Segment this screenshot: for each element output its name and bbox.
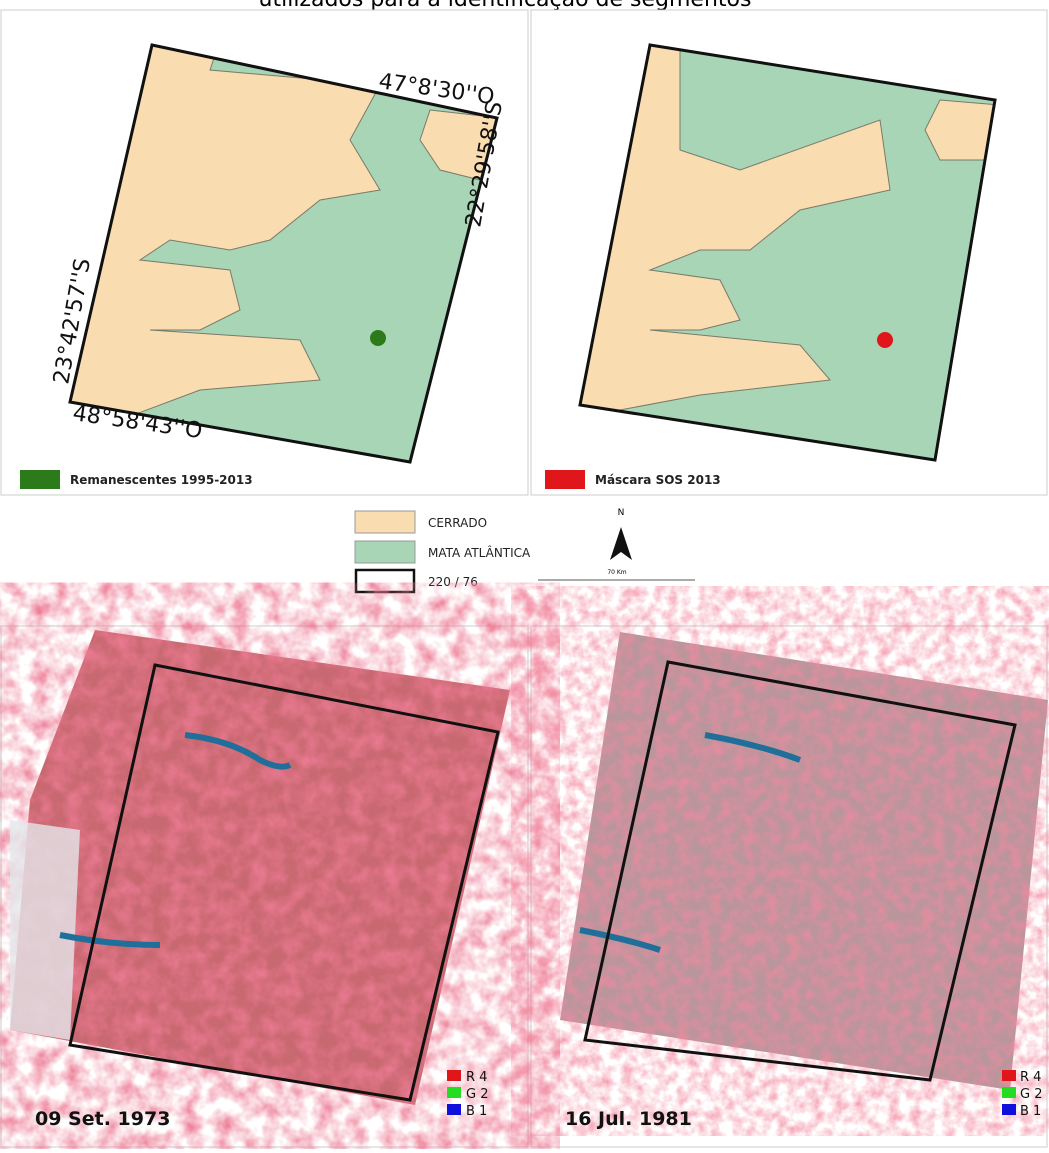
band-swatch	[447, 1070, 461, 1081]
band-swatch	[447, 1087, 461, 1098]
band-swatch	[1002, 1104, 1016, 1115]
legend-swatch	[356, 570, 414, 592]
north-label: N	[618, 508, 625, 518]
north-arrow	[610, 527, 632, 560]
band-label: G 2	[466, 1087, 488, 1102]
band-label: B 1	[466, 1104, 487, 1119]
date: 09 Set. 1973	[35, 1108, 170, 1130]
date: 16 Jul. 1981	[565, 1108, 692, 1130]
legend-label: Remanescentes 1995-2013	[70, 473, 253, 487]
legend-swatch	[545, 470, 585, 489]
legend-label: 220 / 76	[428, 575, 478, 589]
satellite-texture	[10, 630, 510, 1105]
legend-label: Máscara SOS 2013	[595, 473, 721, 487]
legend-swatch	[355, 541, 415, 563]
band-swatch	[447, 1104, 461, 1115]
band-label: R 4	[1020, 1070, 1041, 1085]
scale-label: 70 Km	[607, 569, 626, 576]
legend-label: MATA ATLÂNTICA	[428, 545, 531, 560]
map-1	[60, 40, 510, 470]
figure: utilizados para a identificação de segme…	[0, 0, 1049, 1149]
band-swatch	[1002, 1087, 1016, 1098]
band-label: R 4	[466, 1070, 487, 1085]
clouds	[10, 820, 80, 1040]
band-swatch	[1002, 1070, 1016, 1081]
legend-swatch	[20, 470, 60, 489]
band-label: B 1	[1020, 1104, 1041, 1119]
band-label: G 2	[1020, 1087, 1042, 1102]
satellite-texture	[560, 632, 1048, 1090]
legend-swatch	[355, 511, 415, 533]
legend-label: CERRADO	[428, 516, 487, 530]
